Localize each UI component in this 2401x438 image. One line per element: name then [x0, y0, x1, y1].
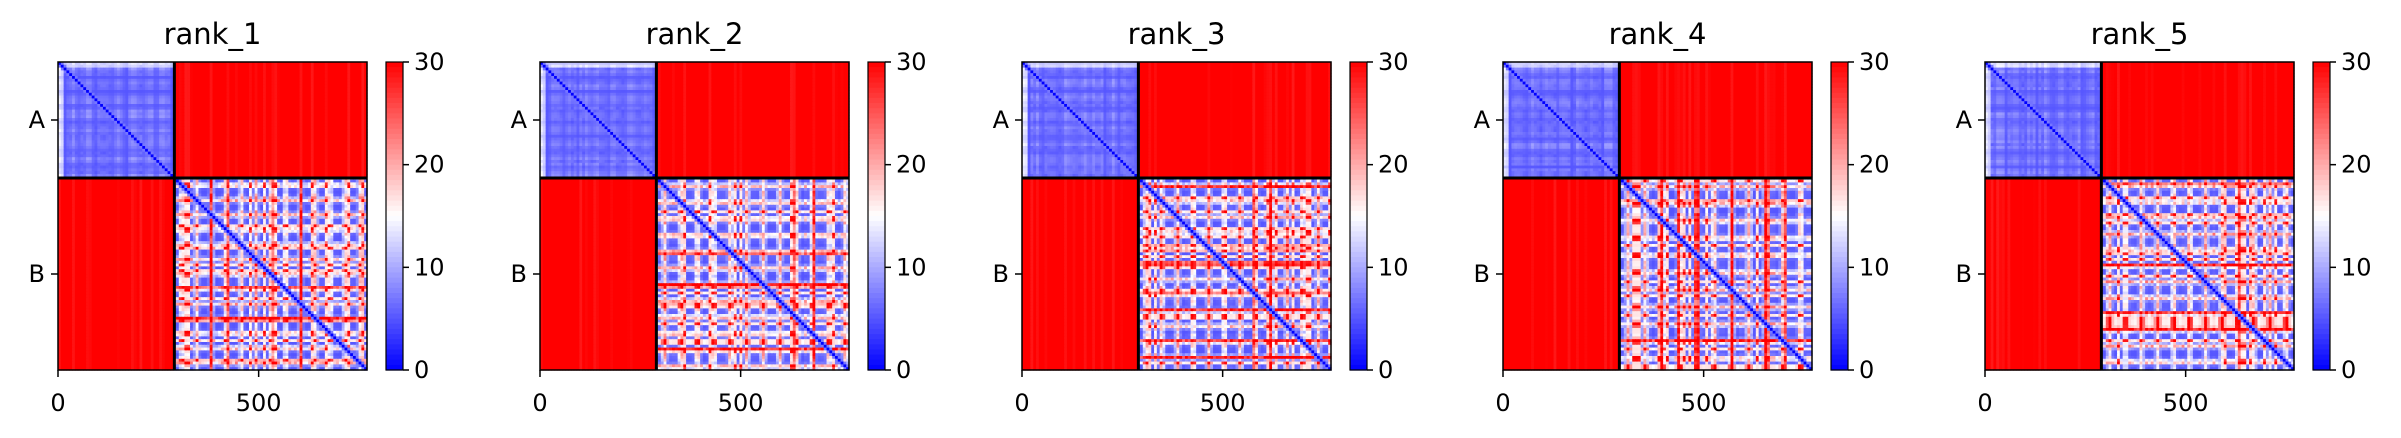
- heatmap-cells: [58, 62, 368, 371]
